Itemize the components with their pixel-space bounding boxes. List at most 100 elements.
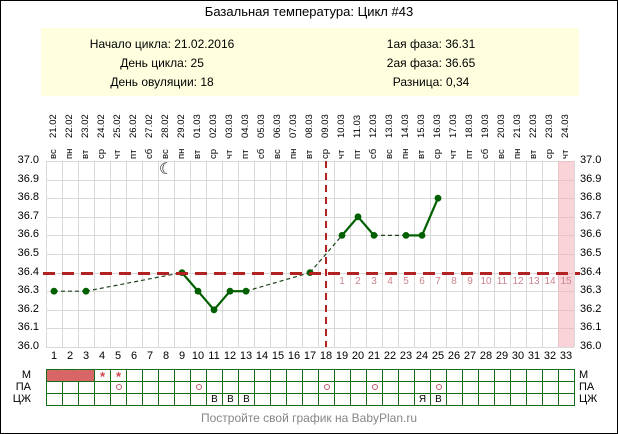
dpo-label: 8 <box>451 276 457 287</box>
intercourse-cell <box>318 381 334 393</box>
bt-table-cell <box>446 393 462 405</box>
grid-line-vertical <box>222 161 223 347</box>
day-number-label: 25 <box>431 350 445 362</box>
y-axis-label-right: 36.0 <box>580 340 602 352</box>
grid-line-vertical <box>526 161 527 347</box>
grid-line-vertical <box>462 161 463 347</box>
day-number-label: 23 <box>399 350 413 362</box>
day-number-label: 10 <box>191 350 205 362</box>
bt-table-cell <box>526 369 542 381</box>
date-label: 20.03 <box>496 114 507 138</box>
bt-table-cell <box>542 381 558 393</box>
row-label-right: ПА <box>579 381 595 393</box>
day-number-label: 24 <box>415 350 429 362</box>
weekday-label: вс <box>48 149 59 159</box>
day-number-label: 29 <box>495 350 509 362</box>
date-label: 13.03 <box>384 114 395 138</box>
bt-table-cell <box>494 381 510 393</box>
bt-table-cell <box>174 381 190 393</box>
y-axis-label-left: 36.6 <box>17 228 39 240</box>
day-number-label: 31 <box>527 350 541 362</box>
bt-table-cell <box>494 393 510 405</box>
bt-table-cell <box>142 393 158 405</box>
day-number-label: 33 <box>559 350 573 362</box>
weekday-label: сб <box>256 148 267 159</box>
bt-table-cell <box>558 369 574 381</box>
bt-table-cell <box>94 381 110 393</box>
phase2-row: 2ая фаза: 36.65 <box>283 54 579 73</box>
dpo-label: 5 <box>403 276 409 287</box>
bt-table-cell <box>414 381 430 393</box>
day-number-label: 5 <box>114 350 122 362</box>
weekday-label: вт <box>80 149 91 159</box>
ovulation-day-label: День овуляции: <box>110 75 198 89</box>
bt-table-cell <box>430 369 446 381</box>
y-axis-label-left: 36.5 <box>17 247 39 259</box>
date-label: 16.03 <box>432 114 443 138</box>
y-axis-label-left: 36.9 <box>17 173 39 185</box>
grid-line-vertical <box>494 161 495 347</box>
weekday-label: вт <box>304 149 315 159</box>
menstruation-cell-filled <box>78 369 94 381</box>
date-label: 02.03 <box>208 114 219 138</box>
grid-line-vertical <box>190 161 191 347</box>
bt-table-cell <box>382 369 398 381</box>
weekday-label: пт <box>464 149 475 160</box>
fluid-cell: В <box>238 393 254 405</box>
grid-line-vertical <box>366 161 367 347</box>
bt-table-cell <box>222 381 238 393</box>
date-label: 01.03 <box>192 114 203 138</box>
day-number-label: 28 <box>479 350 493 362</box>
ovulation-day-row: День овуляции: 18 <box>41 73 283 92</box>
dpo15-highlight-band <box>558 161 574 347</box>
bt-table-cell <box>158 393 174 405</box>
cycle-day-label: День цикла: <box>120 56 188 70</box>
grid-line-vertical <box>382 161 383 347</box>
weekday-label: пн <box>176 148 187 159</box>
date-label: 11.03 <box>352 114 363 138</box>
bt-table-cell <box>174 393 190 405</box>
bt-table-cell <box>462 381 478 393</box>
bt-table-cell <box>78 381 94 393</box>
grid-line-vertical <box>318 161 319 347</box>
date-label: 24.02 <box>96 114 107 138</box>
day-number-label: 19 <box>335 350 349 362</box>
bt-table-cell <box>62 393 78 405</box>
bt-table-cell <box>350 369 366 381</box>
date-label: 06.03 <box>272 114 283 138</box>
bt-table-cell <box>270 393 286 405</box>
bt-table-cell <box>206 381 222 393</box>
phase1-label: 1ая фаза: <box>386 37 442 51</box>
cycle-day-value: 25 <box>190 56 204 70</box>
y-axis-label-left: 36.1 <box>17 321 39 333</box>
day-number-label: 9 <box>178 350 186 362</box>
cycle-start-label: Начало цикла: <box>89 37 171 51</box>
bt-table-cell <box>398 393 414 405</box>
day-number-label: 17 <box>303 350 317 362</box>
bt-table-cell <box>302 381 318 393</box>
date-label: 28.02 <box>160 114 171 138</box>
y-axis-label-left: 37.0 <box>17 154 39 166</box>
date-label: 26.02 <box>128 114 139 138</box>
day-number-label: 18 <box>319 350 333 362</box>
bt-table-cell <box>398 381 414 393</box>
weekday-label: пн <box>288 148 299 159</box>
grid-line-vertical <box>174 161 175 347</box>
bt-table-cell <box>510 369 526 381</box>
grid-line-vertical <box>46 161 47 347</box>
bt-table-cell <box>238 381 254 393</box>
grid-line-horizontal <box>46 217 574 218</box>
day-number-label: 14 <box>255 350 269 362</box>
bt-table-cell <box>366 393 382 405</box>
fluid-cell: В <box>222 393 238 405</box>
dpo-label: 15 <box>560 276 572 287</box>
weekday-label: пн <box>64 148 75 159</box>
bt-table-cell <box>510 381 526 393</box>
weekday-label: сб <box>368 148 379 159</box>
grid-line-vertical <box>286 161 287 347</box>
weekday-label: пт <box>352 149 363 160</box>
date-label: 25.02 <box>112 114 123 138</box>
weekday-label: вс <box>384 149 395 159</box>
grid-line-horizontal <box>46 161 574 162</box>
dpo-label: 1 <box>339 276 345 287</box>
